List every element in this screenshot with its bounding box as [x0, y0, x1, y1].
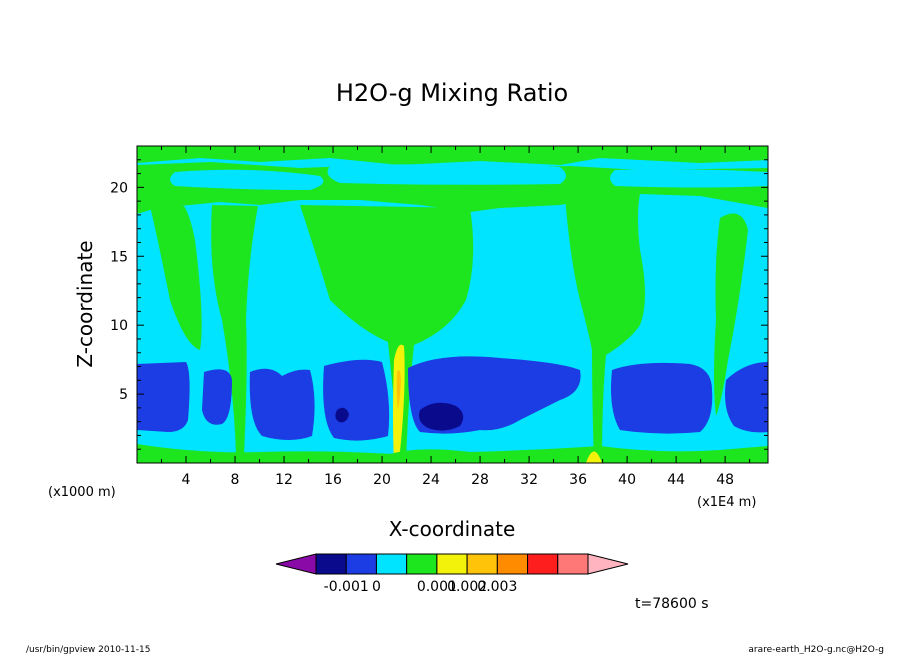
moisture-column-inner [396, 370, 401, 410]
colorbar-label: 0 [372, 579, 381, 595]
x-tick-label: 32 [520, 472, 538, 488]
dry-region-right [725, 362, 768, 433]
colorbar-lower-extension [275, 553, 317, 575]
green-plume-left-2 [211, 205, 258, 455]
x-tick-label: 16 [324, 472, 342, 488]
colorbar-swatch [406, 553, 438, 575]
upper-green-band [137, 146, 768, 165]
x-unit-label: (x1E4 m) [697, 495, 756, 510]
green-plume-far-right [714, 213, 748, 416]
y-ticks: 5 10 15 20 [110, 159, 768, 450]
colorbar-swatch [375, 553, 408, 575]
dark-anomaly-core [419, 402, 464, 431]
upper-cyan-strip-mid [327, 164, 566, 185]
x-axis-label: X-coordinate [389, 517, 516, 541]
colorbar-label: 0.001 [417, 579, 457, 595]
y-axis-label: Z-coordinate [73, 240, 97, 367]
colorbar-label: -0.001 [324, 579, 369, 595]
colorbar-label: 0.003 [477, 579, 517, 595]
footer-right: arare-earth_H2O-g.nc@H2O-g [748, 645, 884, 654]
colorbar-swatch [345, 553, 377, 575]
y-tick-label: 5 [119, 387, 128, 403]
x-ticks: 4 8 12 16 20 24 28 32 36 40 44 48 [161, 146, 751, 488]
colorbar-swatch [466, 553, 498, 575]
surface-green-strip [137, 444, 768, 463]
colorbar-swatch [557, 553, 589, 575]
dry-region-left [137, 362, 190, 432]
dry-region-4 [323, 359, 390, 441]
y-unit-label: (x1000 m) [48, 485, 116, 500]
y-tick-label: 10 [110, 318, 128, 334]
x-tick-label: 4 [182, 472, 191, 488]
dry-region-3 [249, 368, 315, 440]
colorbar-swatch [496, 553, 529, 575]
colorbar-swatch [436, 553, 468, 575]
x-tick-label: 8 [231, 472, 240, 488]
colorbar-swatch [315, 553, 347, 575]
time-label: t=78600 s [635, 596, 709, 612]
x-tick-label: 12 [275, 472, 293, 488]
x-tick-label: 28 [471, 472, 489, 488]
x-tick-label: 36 [569, 472, 587, 488]
green-plume-left [150, 206, 202, 350]
plot-area [137, 146, 768, 463]
footer-left: /usr/bin/gpview 2010-11-15 [26, 645, 150, 654]
chart-title: H2O-g Mixing Ratio [336, 79, 568, 107]
dry-region-2 [202, 369, 232, 425]
x-tick-label: 40 [618, 472, 636, 488]
y-tick-label: 15 [110, 249, 128, 265]
colorbar-label: 0.002 [447, 579, 487, 595]
x-tick-label: 24 [422, 472, 440, 488]
green-plume-right [565, 194, 645, 463]
dry-region-6 [611, 362, 713, 434]
colorbar-upper-extension [587, 553, 629, 575]
x-tick-label: 48 [716, 472, 734, 488]
x-tick-label: 20 [373, 472, 391, 488]
x-tick-label: 44 [667, 472, 685, 488]
dark-anomaly-small [335, 407, 349, 423]
upper-cyan-strip-left [170, 169, 324, 190]
colorbar-swatch [527, 553, 559, 575]
plot-frame [136, 145, 769, 464]
surface-yellow-spot [586, 451, 602, 463]
upper-cyan-strip-right [610, 169, 768, 188]
y-tick-label: 20 [110, 180, 128, 196]
green-plume-center [300, 205, 474, 463]
